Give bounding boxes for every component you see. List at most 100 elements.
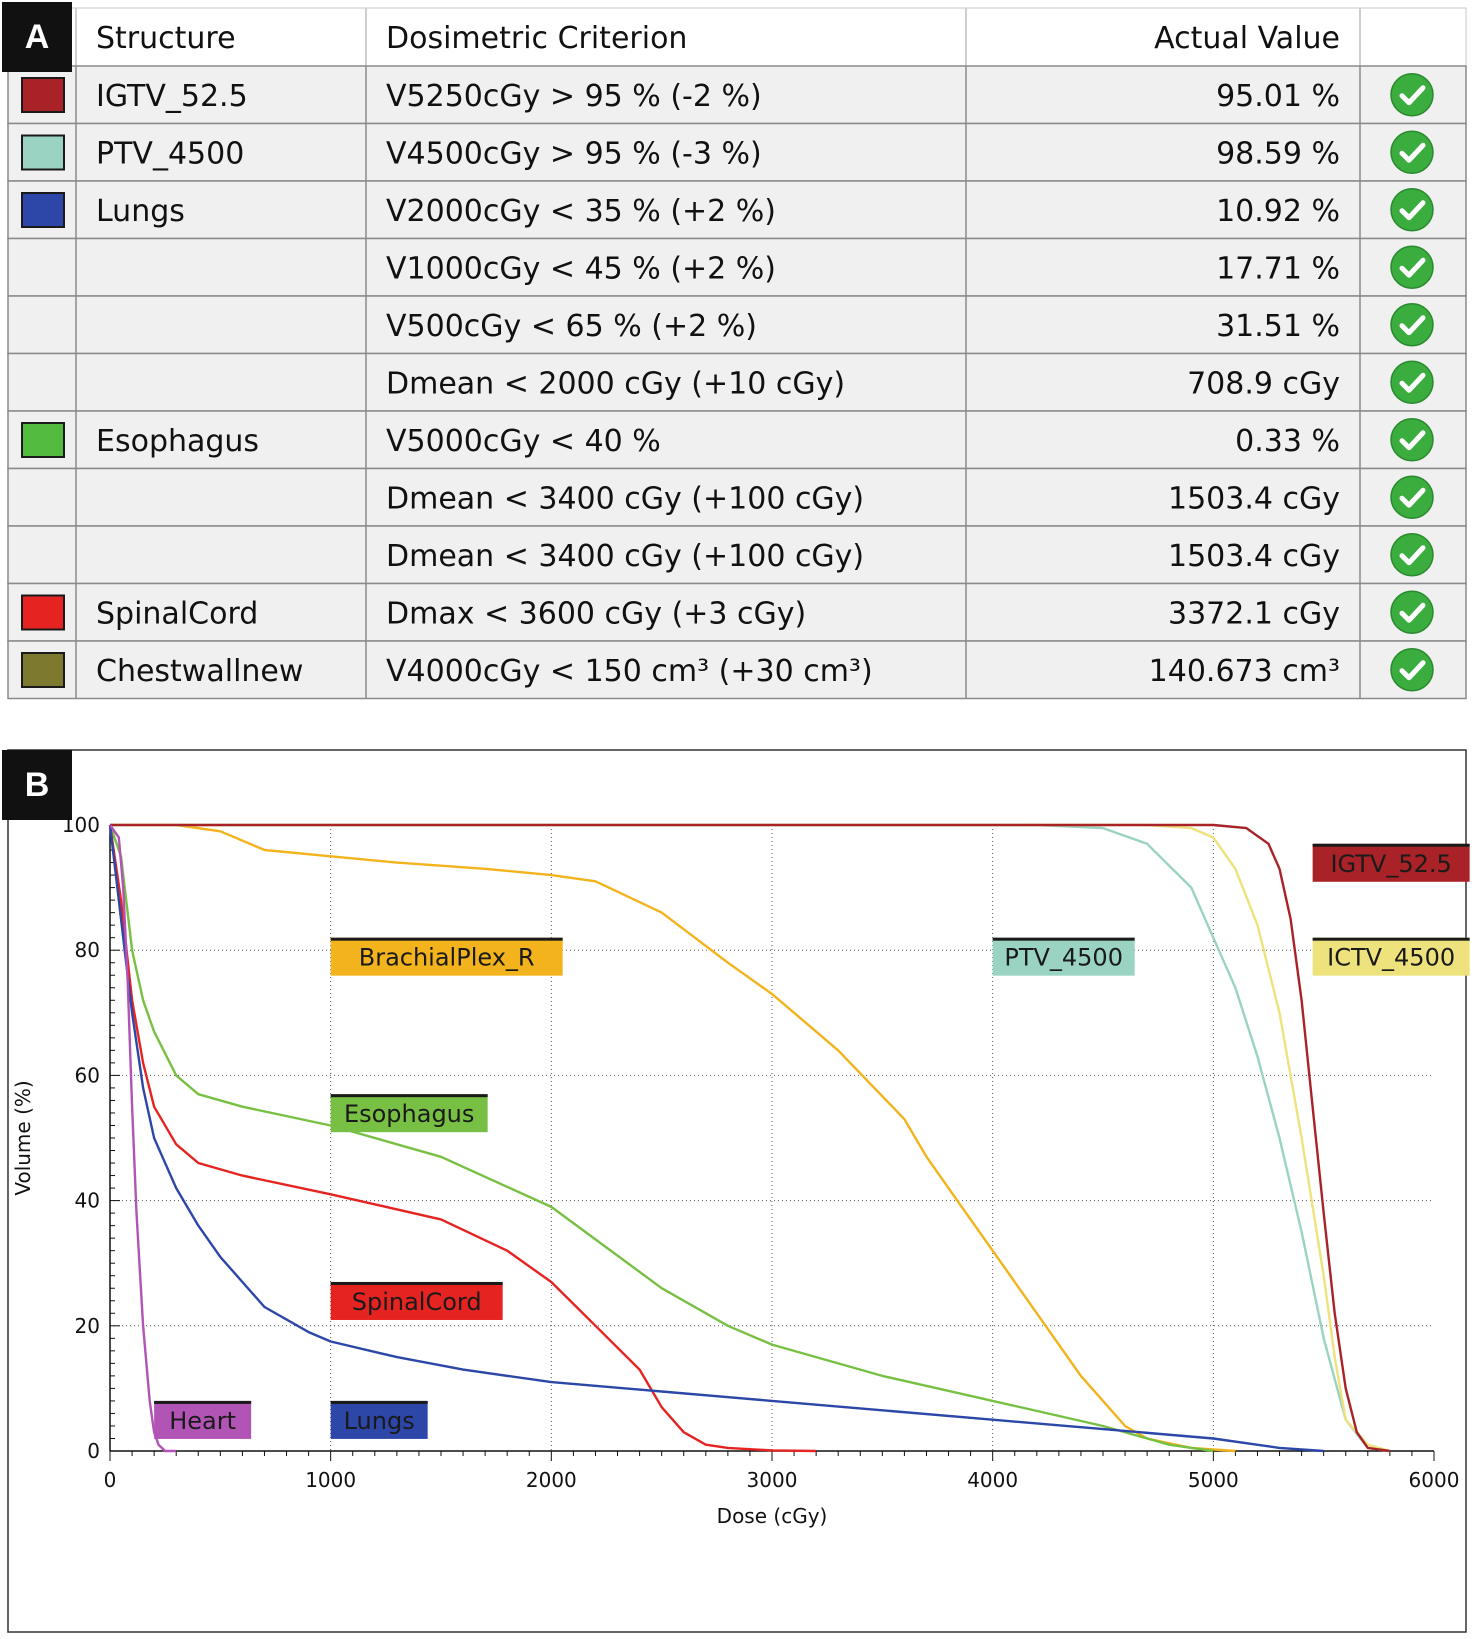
criterion-text: Dmean < 3400 cGy (+100 cGy) [386,539,864,574]
table-row: PTV_4500 V4500cGy > 95 % (-3 %) 98.59 % [7,122,1467,182]
structure-color-swatch [21,652,65,688]
table-row: Dmean < 3400 cGy (+100 cGy) 1503.4 cGy [7,467,1467,527]
label-bg [154,1400,252,1439]
structure-name: PTV_4500 [96,137,244,172]
label-text: Heart [169,1407,236,1435]
series-line-ptv-4500 [110,823,1391,1453]
y-tick-label: 80 [75,938,100,962]
label-top-bar [330,1281,503,1285]
panel-a-letter: A [2,2,72,72]
series-line-lungs [108,824,1324,1453]
row-bg [7,180,1467,240]
series-label-spinalcord: SpinalCord [330,1281,503,1320]
panel-b-letter: B [2,750,72,820]
check-circle-icon [1390,73,1434,117]
check-mark [1399,372,1426,393]
actual-value: 10.92 % [1216,194,1340,229]
y-axis-label: Volume (%) [11,1080,35,1195]
label-text: BrachialPlex_R [359,944,535,972]
check-circle-fill [1390,245,1434,289]
check-mark [1399,487,1426,508]
criterion-text: V5000cGy < 40 % [386,424,661,459]
table-row: IGTV_52.5 V5250cGy > 95 % (-2 %) 95.01 % [7,65,1467,125]
table-row: Lungs V2000cGy < 35 % (+2 %) 10.92 % [7,180,1467,240]
x-tick-label: 2000 [526,1468,577,1492]
y-tick-label: 40 [75,1189,100,1213]
y-tick-label: 20 [75,1314,100,1338]
y-tick-label: 0 [87,1439,100,1463]
actual-value: 140.673 cm³ [1149,654,1340,689]
check-mark [1399,315,1426,336]
label-top-bar [330,937,563,941]
check-circle-fill [1390,73,1434,117]
actual-value: 3372.1 cGy [1168,597,1340,632]
x-tick-label: 4000 [967,1468,1018,1492]
check-mark [1399,660,1426,681]
actual-value: 98.59 % [1216,137,1340,172]
row-bg [7,410,1467,470]
check-circle-icon [1390,590,1434,634]
series-line-spinalcord [108,824,817,1453]
criterion-text: V1000cGy < 45 % (+2 %) [386,252,776,287]
check-circle-fill [1390,590,1434,634]
x-tick-label: 3000 [747,1468,798,1492]
label-bg [1312,937,1470,976]
row-bg [7,352,1467,412]
row-bg [7,237,1467,297]
check-circle-icon [1390,475,1434,519]
check-circle-icon [1390,360,1434,404]
series-label-lungs: Lungs [330,1400,428,1439]
label-top-bar [1312,843,1470,847]
actual-value: 17.71 % [1216,252,1340,287]
actual-value: 95.01 % [1216,79,1340,114]
check-circle-fill [1390,188,1434,232]
check-circle-icon [1390,648,1434,692]
label-text: SpinalCord [352,1288,482,1316]
label-bg [1312,843,1470,882]
check-circle-fill [1390,418,1434,462]
label-bg [992,937,1135,976]
x-tick-label: 0 [104,1468,117,1492]
dvh-chart: 0 1000 2000 3000 4000 5000 6000020406080100Dos… [7,749,1470,1633]
chart-frame [7,749,1467,1633]
check-circle-icon [1390,188,1434,232]
criterion-text: V4500cGy > 95 % (-3 %) [386,137,762,172]
actual-value: 708.9 cGy [1187,367,1340,402]
check-circle-fill [1390,360,1434,404]
label-top-bar [330,1400,428,1404]
check-circle-icon [1390,533,1434,577]
dosimetric-criteria-table: A Structure Dosimetric Criterion Actual Va… [0,0,1476,725]
actual-value: 1503.4 cGy [1168,539,1340,574]
structure-color-swatch [21,192,65,228]
header-actual-value: Actual Value [1154,21,1340,56]
label-bg [330,1281,503,1320]
table-row: SpinalCord Dmax < 3600 cGy (+3 cGy) 3372.1… [7,582,1467,642]
criterion-text: V2000cGy < 35 % (+2 %) [386,194,776,229]
x-tick-label: 1000 [305,1468,356,1492]
structure-color-swatch [21,134,65,171]
table-row: Chestwallnew V4000cGy < 150 cm³ (+30 cm³)… [7,640,1467,700]
check-mark [1399,545,1426,566]
label-bg [330,1094,488,1133]
structure-name: Esophagus [96,424,259,459]
structure-color-swatch [21,594,65,631]
criterion-text: Dmean < 2000 cGy (+10 cGy) [386,367,845,402]
criteria-table-grid: Structure Dosimetric Criterion Actual Valu… [7,7,1467,700]
row-bg [7,582,1467,642]
actual-value: 0.33 % [1235,424,1340,459]
structure-color-swatch [21,422,65,458]
actual-value: 1503.4 cGy [1168,482,1340,517]
x-tick-label: 6000 [1409,1468,1460,1492]
series-line-heart [109,824,177,1453]
check-mark [1399,200,1426,221]
criterion-text: Dmax < 3600 cGy (+3 cGy) [386,597,806,632]
criterion-text: V500cGy < 65 % (+2 %) [386,309,757,344]
label-text: PTV_4500 [1004,944,1123,972]
label-top-bar [992,937,1135,941]
label-text: IGTV_52.5 [1330,850,1451,878]
criterion-text: V5250cGy > 95 % (-2 %) [386,79,762,114]
x-axis-label: Dose (cGy) [717,1504,828,1528]
check-circle-fill [1390,533,1434,577]
check-circle-fill [1390,475,1434,519]
series-label-igtv-52-5: IGTV_52.5 [1312,843,1470,882]
